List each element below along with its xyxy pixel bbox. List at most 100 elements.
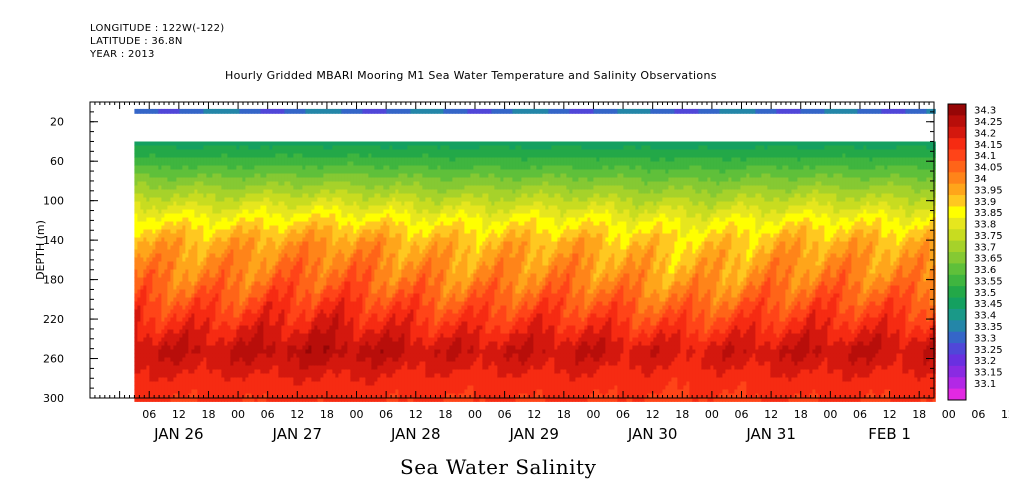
salinity-cell bbox=[188, 158, 191, 162]
salinity-cell bbox=[293, 386, 296, 390]
salinity-cell bbox=[254, 174, 257, 178]
salinity-cell bbox=[179, 218, 182, 222]
salinity-cell bbox=[239, 342, 242, 346]
salinity-cell bbox=[350, 302, 353, 306]
salinity-cell bbox=[347, 346, 350, 350]
salinity-cell bbox=[155, 166, 158, 170]
salinity-cell bbox=[260, 266, 263, 270]
salinity-cell bbox=[215, 238, 218, 242]
salinity-cell bbox=[134, 362, 137, 366]
salinity-cell bbox=[329, 362, 332, 366]
salinity-cell bbox=[335, 294, 338, 298]
salinity-cell bbox=[254, 250, 257, 254]
salinity-cell bbox=[194, 362, 197, 366]
salinity-cell bbox=[257, 214, 260, 218]
salinity-cell bbox=[212, 198, 215, 202]
salinity-cell bbox=[314, 166, 317, 170]
salinity-cell bbox=[188, 342, 191, 346]
salinity-cell bbox=[212, 190, 215, 194]
salinity-cell bbox=[167, 334, 170, 338]
salinity-cell bbox=[245, 314, 248, 318]
salinity-cell bbox=[299, 254, 302, 258]
salinity-cell bbox=[152, 310, 155, 314]
salinity-cell bbox=[182, 210, 185, 214]
salinity-cell bbox=[185, 310, 188, 314]
salinity-cell bbox=[278, 310, 281, 314]
salinity-cell bbox=[176, 178, 179, 182]
salinity-cell bbox=[248, 350, 251, 354]
salinity-cell bbox=[200, 386, 203, 390]
salinity-cell bbox=[239, 194, 242, 198]
salinity-cell bbox=[197, 178, 200, 182]
salinity-cell bbox=[269, 278, 272, 282]
salinity-cell bbox=[269, 254, 272, 258]
salinity-cell bbox=[293, 146, 296, 150]
salinity-cell bbox=[275, 306, 278, 310]
salinity-cell bbox=[260, 278, 263, 282]
salinity-cell bbox=[224, 198, 227, 202]
salinity-cell bbox=[245, 322, 248, 326]
salinity-cell bbox=[137, 374, 140, 378]
surface-strip-cell bbox=[245, 109, 248, 114]
salinity-cell bbox=[317, 314, 320, 318]
salinity-cell bbox=[299, 346, 302, 350]
surface-strip-cell bbox=[851, 109, 854, 114]
salinity-cell bbox=[317, 326, 320, 330]
salinity-cell bbox=[245, 294, 248, 298]
salinity-cell bbox=[152, 222, 155, 226]
salinity-cell bbox=[341, 326, 344, 330]
salinity-cell bbox=[275, 146, 278, 150]
salinity-cell bbox=[134, 234, 137, 238]
salinity-cell bbox=[209, 374, 212, 378]
salinity-cell bbox=[185, 298, 188, 302]
salinity-cell bbox=[191, 190, 194, 194]
salinity-cell bbox=[170, 286, 173, 290]
salinity-cell bbox=[149, 354, 152, 358]
salinity-cell bbox=[173, 242, 176, 246]
salinity-cell bbox=[134, 218, 137, 222]
salinity-cell bbox=[194, 370, 197, 374]
salinity-cell bbox=[140, 274, 143, 278]
salinity-cell bbox=[191, 306, 194, 310]
salinity-cell bbox=[239, 246, 242, 250]
salinity-cell bbox=[323, 242, 326, 246]
salinity-cell bbox=[164, 250, 167, 254]
salinity-cell bbox=[341, 146, 344, 150]
salinity-cell bbox=[197, 246, 200, 250]
salinity-cell bbox=[230, 286, 233, 290]
salinity-cell bbox=[278, 322, 281, 326]
salinity-cell bbox=[239, 314, 242, 318]
salinity-cell bbox=[272, 150, 275, 154]
salinity-cell bbox=[224, 234, 227, 238]
salinity-cell bbox=[266, 246, 269, 250]
salinity-cell bbox=[263, 274, 266, 278]
salinity-cell bbox=[245, 254, 248, 258]
salinity-cell bbox=[167, 330, 170, 334]
salinity-cell bbox=[152, 282, 155, 286]
salinity-cell bbox=[233, 374, 236, 378]
salinity-cell bbox=[170, 254, 173, 258]
salinity-cell bbox=[182, 162, 185, 166]
salinity-cell bbox=[164, 210, 167, 214]
salinity-cell bbox=[140, 238, 143, 242]
surface-strip-cell bbox=[536, 109, 539, 114]
salinity-cell bbox=[263, 214, 266, 218]
salinity-cell bbox=[221, 386, 224, 390]
salinity-cell bbox=[143, 202, 146, 206]
salinity-cell bbox=[323, 182, 326, 186]
salinity-cell bbox=[230, 294, 233, 298]
salinity-cell bbox=[263, 162, 266, 166]
salinity-cell bbox=[302, 178, 305, 182]
salinity-cell bbox=[329, 242, 332, 246]
salinity-cell bbox=[197, 334, 200, 338]
surface-strip-cell bbox=[449, 109, 452, 114]
surface-strip-cell bbox=[824, 109, 827, 114]
surface-strip-cell bbox=[350, 109, 353, 114]
salinity-cell bbox=[203, 226, 206, 230]
salinity-cell bbox=[161, 150, 164, 154]
salinity-cell bbox=[173, 274, 176, 278]
salinity-cell bbox=[281, 350, 284, 354]
salinity-cell bbox=[239, 190, 242, 194]
salinity-cell bbox=[200, 334, 203, 338]
salinity-cell bbox=[152, 230, 155, 234]
